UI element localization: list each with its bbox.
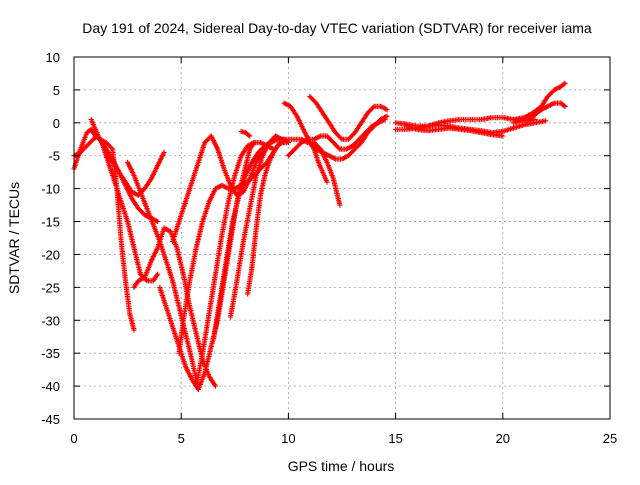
y-tick-label: -45: [41, 412, 60, 427]
series-arc-6: [125, 159, 201, 392]
y-tick-label: -20: [41, 247, 60, 262]
y-tick-label: -25: [41, 280, 60, 295]
data-points: [245, 140, 289, 297]
x-tick-label: 15: [388, 431, 402, 446]
y-tick-label: -40: [41, 379, 60, 394]
data-layer: [71, 80, 568, 392]
x-tick-label: 20: [496, 431, 510, 446]
x-axis-label: GPS time / hours: [288, 458, 395, 474]
y-axis-label: SDTVAR / TECUs: [6, 182, 22, 294]
data-points: [238, 128, 253, 139]
series-arc-21: [403, 123, 506, 139]
series-arc-16: [285, 116, 388, 159]
x-tick-label: 0: [70, 431, 77, 446]
data-points: [170, 133, 272, 244]
data-points: [307, 93, 390, 142]
series-arc-10: [193, 140, 276, 389]
y-tick-label: 0: [53, 116, 60, 131]
series-arc-7: [157, 140, 257, 392]
data-points: [307, 140, 330, 185]
x-tick-label: 5: [178, 431, 185, 446]
y-tick-label: 5: [53, 83, 60, 98]
x-tick-label: 10: [281, 431, 295, 446]
data-points: [227, 133, 343, 320]
data-points: [71, 126, 137, 333]
series-arc-14: [238, 128, 253, 139]
y-tick-label: -5: [48, 149, 60, 164]
data-points: [285, 116, 388, 159]
series-arc-8: [170, 133, 272, 244]
series-arc-23: [510, 100, 568, 126]
series-arc-17: [307, 93, 390, 142]
series-arc-12: [227, 133, 343, 320]
grid-layer: [74, 57, 610, 419]
series-arc-1: [71, 126, 137, 333]
x-tick-label: 25: [603, 431, 617, 446]
tick-layer: 0 5 10 15 20 25 -45 -40 -35 -30 -25 -20 -15 -10 -5 0 5 10: [41, 50, 617, 446]
series-arc-18: [307, 140, 330, 185]
y-tick-label: -30: [41, 313, 60, 328]
y-tick-label: -35: [41, 346, 60, 361]
data-points: [403, 123, 506, 139]
data-points: [510, 100, 568, 126]
plot-border: [73, 56, 611, 420]
chart-title: Day 191 of 2024, Sidereal Day-to-day VTE…: [82, 20, 592, 36]
data-points: [125, 159, 201, 392]
y-tick-label: -10: [41, 182, 60, 197]
data-points: [193, 140, 276, 389]
data-points: [157, 140, 257, 392]
y-tick-label: -15: [41, 215, 60, 230]
y-tick-label: 10: [46, 50, 60, 65]
series-arc-13: [245, 140, 289, 297]
